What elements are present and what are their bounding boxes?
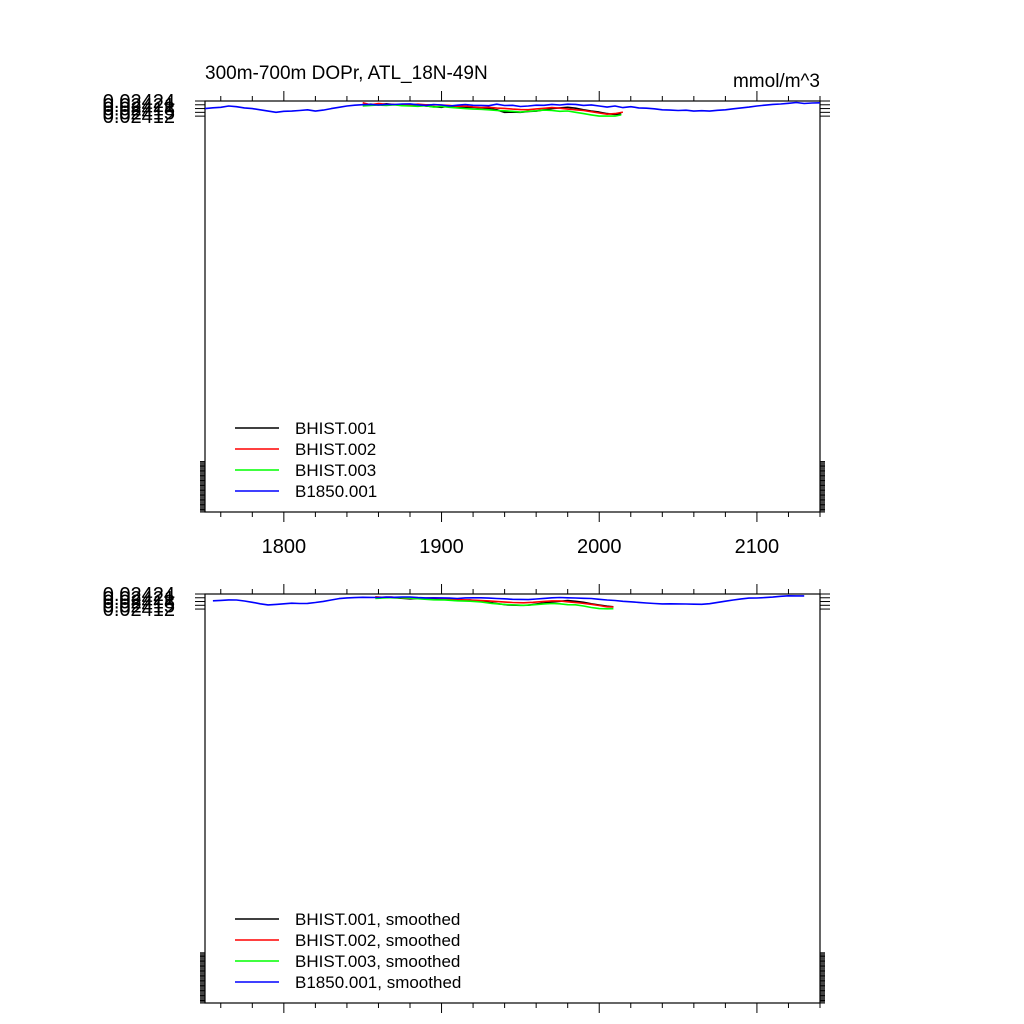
plot-frame <box>204 100 821 513</box>
legend-label: BHIST.001 <box>295 419 376 438</box>
x-tick-label: 2000 <box>577 536 622 558</box>
y-tick-label: 0.02415 <box>103 595 175 617</box>
y-tick-label: 0.02418 <box>103 592 175 614</box>
units-label: mmol/m^3 <box>733 71 820 92</box>
y-tick-label: 0.02421 <box>103 95 175 117</box>
legend-label: B1850.001 <box>295 482 377 501</box>
plot-frame <box>204 593 821 1004</box>
y-tick-label: 0.02424 <box>103 91 175 113</box>
legend-label: BHIST.002 <box>295 440 376 459</box>
legend-label: BHIST.003, smoothed <box>295 952 460 971</box>
series-line-bhist-003 <box>362 104 622 117</box>
legend-label: B1850.001, smoothed <box>295 973 461 992</box>
chart-title: 300m-700m DOPr, ATL_18N-49N <box>205 63 488 84</box>
chart-raw: 1800 1900 2000 2100 0.024120.024150.024180.0… <box>103 63 830 558</box>
y-tick-label: 0.02418 <box>103 99 175 121</box>
series-line-bhist-003-smoothed <box>375 596 614 610</box>
legend-label: BHIST.002, smoothed <box>295 931 460 950</box>
x-tick-label: 1800 <box>262 536 307 558</box>
x-tick-label: 1900 <box>419 536 464 558</box>
legend-label: BHIST.001, smoothed <box>295 910 460 929</box>
x-tick-label: 2100 <box>735 536 780 558</box>
y-tick-label: 0.02424 <box>103 584 175 606</box>
y-tick-label: 0.02421 <box>103 588 175 610</box>
series-line-b1850-001-smoothed <box>212 595 805 606</box>
y-tick-label: 0.02415 <box>103 102 175 124</box>
legend-label: BHIST.003 <box>295 461 376 480</box>
y-tick-label: 0.02412 <box>103 106 175 128</box>
series-line-b1850-001 <box>204 101 821 114</box>
y-tick-label: 0.02412 <box>103 599 175 621</box>
